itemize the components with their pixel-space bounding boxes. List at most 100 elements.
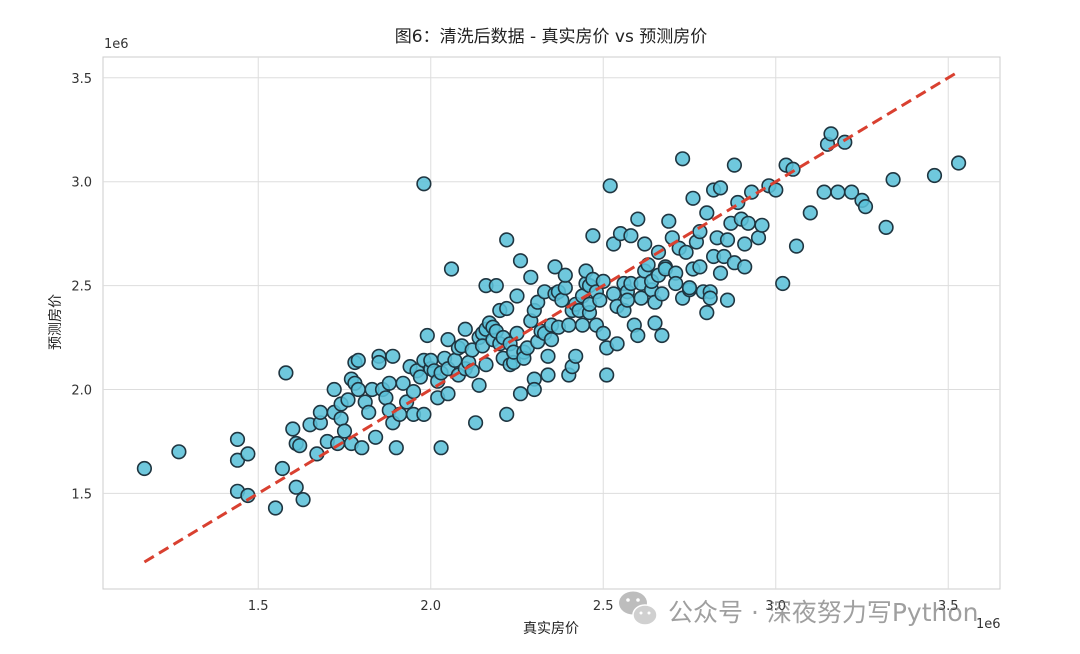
data-point [654, 327, 670, 344]
data-point [740, 215, 756, 231]
data-point [267, 500, 284, 516]
data-point [633, 290, 649, 306]
plot-frame [102, 56, 1001, 590]
data-point [523, 269, 539, 285]
chart-title: 图6：清洗后数据 - 真实房价 vs 预测房价 [395, 27, 707, 47]
data-point [843, 184, 860, 200]
data-point [385, 348, 401, 364]
data-point [595, 273, 611, 290]
data-point [557, 280, 573, 296]
data-point [543, 332, 560, 348]
y-tick-label: 3.5 [71, 72, 92, 87]
reference-line [143, 70, 960, 564]
data-point [354, 440, 370, 456]
data-point [333, 411, 349, 427]
data-point [692, 259, 708, 275]
y-axis-ticks: 1.5 2.0 2.5 3.0 3.5 [71, 72, 92, 503]
data-point [557, 267, 573, 283]
data-point [488, 278, 504, 294]
data-point [737, 259, 753, 275]
data-point [802, 205, 818, 221]
data-point [585, 228, 601, 244]
x-axis-offset-label: 1e6 [976, 617, 1001, 632]
data-point [857, 199, 874, 215]
data-point [136, 460, 152, 477]
data-point [443, 261, 460, 277]
data-point [609, 336, 625, 352]
data-point [605, 286, 622, 302]
data-point [630, 327, 646, 344]
data-point [292, 438, 308, 454]
data-point [278, 365, 294, 381]
data-point [336, 423, 353, 439]
data-point [699, 305, 715, 321]
x-axis-ticks: 1.5 2.0 2.5 3.0 3.5 [248, 599, 959, 614]
data-point [512, 253, 529, 269]
data-point [775, 275, 791, 292]
data-point [885, 172, 901, 188]
data-point [737, 236, 753, 252]
data-point [381, 375, 397, 391]
data-point [574, 317, 591, 333]
wechat-icon [619, 591, 658, 626]
x-axis-label: 真实房价 [523, 621, 579, 637]
data-point [378, 390, 394, 406]
y-tick-label: 2.0 [71, 384, 92, 399]
data-point [754, 217, 770, 233]
data-point [661, 213, 677, 229]
data-point [433, 440, 449, 456]
data-point [312, 404, 329, 421]
x-tick-label: 3.0 [765, 599, 786, 614]
data-point [719, 232, 736, 248]
data-point [419, 327, 435, 344]
y-axis-label: 预测房价 [48, 294, 64, 350]
data-point [816, 184, 832, 200]
data-point [288, 479, 304, 495]
data-point [499, 300, 515, 317]
data-point [602, 178, 618, 194]
data-point [274, 460, 291, 477]
data-point [229, 431, 246, 448]
y-tick-label: 3.0 [71, 176, 92, 191]
data-point [388, 440, 404, 456]
data-point [416, 406, 432, 423]
data-point [630, 211, 646, 227]
data-point [509, 288, 525, 304]
data-point [361, 404, 377, 421]
data-point [512, 386, 529, 402]
data-point [726, 157, 743, 173]
data-point [326, 381, 342, 398]
data-point [592, 292, 608, 308]
data-point [547, 259, 563, 275]
data-point [395, 375, 411, 391]
data-point [371, 354, 387, 371]
data-point [412, 369, 429, 385]
data-point [526, 381, 542, 398]
x-tick-label: 3.5 [938, 599, 959, 614]
data-point [623, 228, 639, 244]
plot-area [102, 56, 1001, 590]
data-point [699, 205, 715, 221]
data-point [678, 244, 694, 260]
data-point [719, 292, 736, 308]
data-point [368, 429, 384, 445]
data-point [240, 446, 256, 462]
data-point [926, 167, 943, 184]
data-point [823, 126, 839, 142]
data-point [399, 394, 415, 410]
data-point [499, 406, 515, 423]
data-point [295, 492, 311, 508]
data-point [654, 286, 670, 302]
x-tick-label: 1.5 [248, 599, 269, 614]
data-point [674, 151, 691, 167]
data-point [340, 392, 356, 408]
data-point [416, 176, 432, 192]
data-point [530, 294, 546, 310]
data-points [136, 126, 967, 516]
data-point [595, 325, 611, 342]
data-point [712, 180, 729, 196]
data-point [830, 184, 846, 200]
data-point [468, 415, 484, 431]
data-point [619, 292, 636, 308]
